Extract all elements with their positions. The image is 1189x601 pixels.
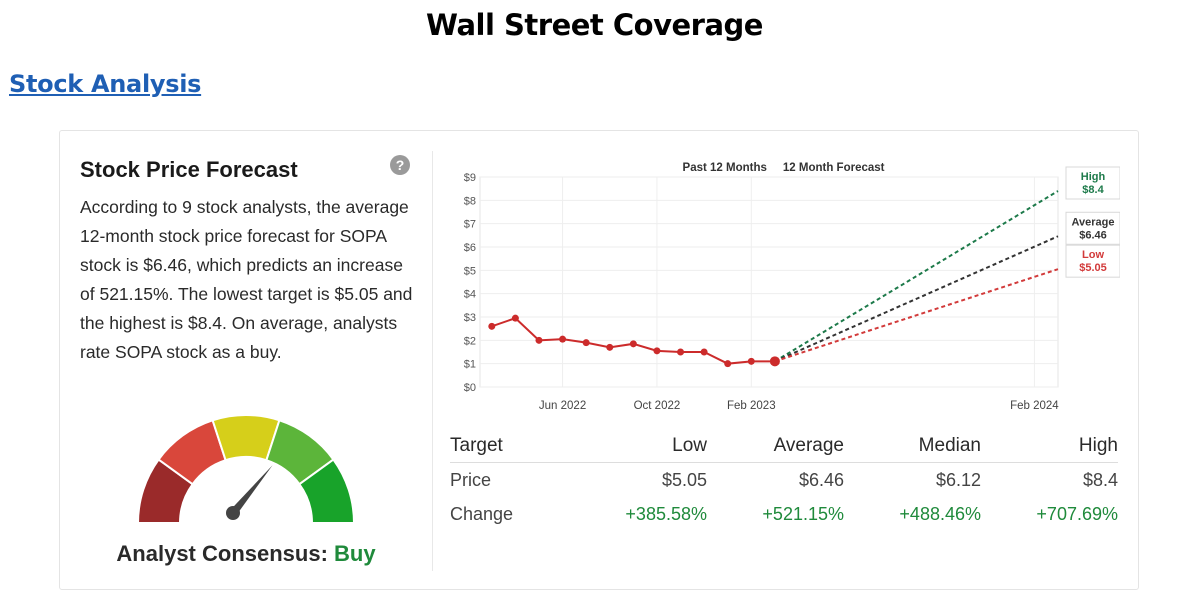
y-tick-label: $6 [464, 242, 476, 254]
forecast-line-high [774, 190, 1059, 363]
consensus-label: Analyst Consensus: [116, 541, 328, 566]
header-high: High [1078, 434, 1118, 456]
table-row-change: Change +385.58% +521.15% +488.46% +707.6… [450, 497, 1118, 531]
forecast-label-name: High [1081, 171, 1106, 183]
change-high: +707.69% [1036, 503, 1118, 524]
y-tick-label: $8 [464, 195, 476, 207]
price-point [629, 340, 637, 348]
header-low: Low [672, 434, 707, 456]
forecast-label-value: $6.46 [1079, 229, 1107, 241]
y-tick-label: $3 [464, 312, 476, 324]
change-low: +385.58% [625, 503, 707, 524]
header-average: Average [773, 434, 844, 456]
forecast-label-name: Low [1082, 249, 1104, 261]
plot-area [479, 176, 1059, 388]
y-tick-label: $7 [464, 219, 476, 231]
price-point [582, 339, 590, 347]
price-low: $5.05 [661, 469, 707, 490]
price-forecast-chart: $0 $1 $2 $3 $4 $5 $6 $7 $8 $9 Jun 2022 Oct 2022 Feb … [464, 162, 1120, 412]
price-high: $8.4 [1082, 469, 1118, 490]
y-tick-label: $5 [464, 265, 476, 277]
x-tick-label: Oct 2022 [634, 400, 681, 412]
row-label-price: Price [450, 469, 492, 490]
y-tick-label: $2 [464, 335, 476, 347]
forecast-line-average [774, 235, 1059, 363]
chart-header-forecast: 12 Month Forecast [783, 162, 885, 174]
forecast-label-name: Average [1071, 216, 1114, 228]
price-point [535, 336, 543, 344]
analyst-consensus: Analyst Consensus: Buy [60, 541, 432, 567]
header-target: Target [450, 434, 503, 456]
price-point [677, 348, 685, 356]
table-header-row: Target Low Average Median High [450, 429, 1118, 463]
y-tick-label: $0 [464, 382, 476, 394]
stock-analysis-link[interactable]: Stock Analysis [9, 70, 202, 98]
price-point [488, 322, 496, 330]
price-point [559, 335, 567, 343]
analyst-gauge [136, 414, 356, 524]
forecast-label-box [1065, 244, 1120, 278]
header-median: Median [918, 434, 981, 456]
table-row-price: Price $5.05 $6.46 $6.12 $8.4 [450, 463, 1118, 497]
forecast-label-box [1065, 166, 1120, 200]
consensus-rating: Buy [334, 541, 376, 566]
x-tick-label: Feb 2023 [727, 400, 776, 412]
y-tick-label: $9 [464, 172, 476, 184]
forecast-description: According to 9 stock analysts, the avera… [80, 197, 413, 362]
gauge-segment-strong-buy [297, 458, 356, 524]
x-tick-label: Jun 2022 [539, 400, 586, 412]
forecast-card: Stock Price Forecast ? According to 9 st… [59, 130, 1139, 590]
price-point [700, 348, 708, 356]
price-point [769, 356, 780, 367]
forecast-label-value: $5.05 [1079, 262, 1107, 274]
chart-header-past: Past 12 Months [683, 162, 767, 174]
question-circle-icon[interactable]: ? [390, 155, 410, 175]
y-tick-label: $4 [464, 289, 476, 301]
price-point [653, 347, 661, 355]
gauge-needle-hub [226, 506, 240, 520]
forecast-line-low [774, 268, 1059, 363]
gauge-needle [229, 465, 273, 516]
forecast-label-box [1065, 211, 1120, 245]
forecast-label-low: Low$5.05 [1065, 244, 1120, 278]
column-divider [432, 151, 433, 571]
price-point [747, 357, 755, 365]
price-target-table: Target Low Average Median High Price $5.… [450, 429, 1118, 531]
forecast-label-value: $8.4 [1082, 184, 1104, 196]
price-point [724, 360, 732, 368]
forecast-title: Stock Price Forecast [80, 157, 298, 182]
x-tick-label: Feb 2024 [1010, 400, 1059, 412]
price-median: $6.12 [935, 469, 981, 490]
page-title: Wall Street Coverage [426, 8, 763, 42]
change-median: +488.46% [899, 503, 981, 524]
y-tick-label: $1 [464, 359, 476, 371]
price-point [606, 343, 614, 351]
price-point [511, 314, 519, 322]
change-average: +521.15% [762, 503, 844, 524]
forecast-label-average: Average$6.46 [1065, 211, 1120, 245]
forecast-label-high: High$8.4 [1065, 166, 1120, 200]
row-label-change: Change [450, 503, 514, 524]
price-average: $6.46 [798, 469, 844, 490]
